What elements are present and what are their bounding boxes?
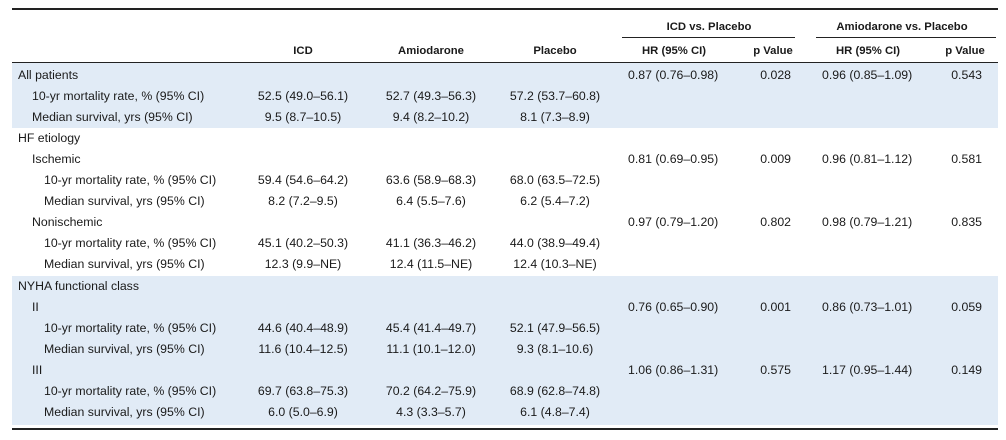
- cell-hr-icd: 0.97 (0.79–1.20): [628, 215, 719, 229]
- cell-icd: 52.5 (49.0–56.1): [257, 89, 349, 103]
- row-label: 10-yr mortality rate, % (95% CI): [44, 321, 217, 335]
- cell-icd: 9.5 (8.7–10.5): [264, 110, 342, 124]
- cell-placebo: 68.0 (63.5–72.5): [509, 173, 601, 187]
- cell-amiodarone: 41.1 (36.3–46.2): [385, 236, 477, 250]
- row-label: 10-yr mortality rate, % (95% CI): [44, 384, 217, 398]
- cell-amiodarone: 52.7 (49.3–56.3): [385, 89, 477, 103]
- column-header-hr-amio: HR (95% CI): [835, 45, 901, 57]
- cell-icd: 69.7 (63.8–75.3): [257, 384, 349, 398]
- column-header-p-amio: p Value: [945, 45, 985, 57]
- cell-amiodarone: 63.6 (58.9–68.3): [385, 173, 477, 187]
- cell-hr-amio: 0.96 (0.85–1.09): [822, 68, 913, 82]
- cell-icd: 11.6 (10.4–12.5): [258, 342, 348, 356]
- cell-hr-amio: 0.98 (0.79–1.21): [822, 215, 913, 229]
- row-label: 10-yr mortality rate, % (95% CI): [32, 89, 205, 103]
- row-label: Median survival, yrs (95% CI): [44, 342, 205, 356]
- column-header-p-icd: p Value: [753, 45, 793, 57]
- cell-hr-amio: 0.96 (0.81–1.12): [822, 152, 913, 166]
- cell-amiodarone: 45.4 (41.4–49.7): [385, 321, 477, 335]
- cell-p-icd: 0.001: [760, 300, 791, 314]
- cell-icd: 12.3 (9.9–NE): [264, 257, 342, 271]
- cell-placebo: 8.1 (7.3–8.9): [520, 110, 590, 124]
- cell-p-amio: 0.581: [951, 152, 982, 166]
- group-header-icd-vs-placebo: ICD vs. Placebo: [666, 21, 752, 33]
- cell-p-amio: 0.835: [951, 215, 982, 229]
- cell-placebo: 57.2 (53.7–60.8): [509, 89, 601, 103]
- cell-p-amio: 0.543: [951, 68, 982, 82]
- cell-hr-icd: 0.87 (0.76–0.98): [628, 68, 719, 82]
- column-header-icd: ICD: [293, 45, 313, 57]
- cell-icd: 6.0 (5.0–6.9): [268, 405, 338, 419]
- cell-p-icd: 0.028: [760, 68, 791, 82]
- cell-amiodarone: 9.4 (8.2–10.2): [392, 110, 470, 124]
- column-header-placebo: Placebo: [533, 45, 577, 57]
- column-header-amiodarone: Amiodarone: [398, 45, 464, 57]
- cell-amiodarone: 70.2 (64.2–75.9): [385, 384, 477, 398]
- cell-placebo: 9.3 (8.1–10.6): [516, 342, 594, 356]
- cell-placebo: 12.4 (10.3–NE): [513, 257, 597, 271]
- cell-placebo: 52.1 (47.9–56.5): [509, 321, 601, 335]
- cell-hr-icd: 1.06 (0.86–1.31): [628, 363, 719, 377]
- header-bottom-rule: [12, 62, 998, 63]
- cell-p-icd: 0.575: [760, 363, 791, 377]
- cell-p-icd: 0.802: [760, 215, 791, 229]
- cell-amiodarone: 11.1 (10.1–12.0): [386, 342, 476, 356]
- cell-hr-icd: 0.81 (0.69–0.95): [628, 152, 719, 166]
- icd-vs-placebo-rule: [622, 37, 795, 38]
- cell-placebo: 6.1 (4.8–7.4): [520, 405, 590, 419]
- row-label: HF etiology: [18, 131, 81, 145]
- band-all-patients: [12, 63, 998, 128]
- cell-amiodarone: 6.4 (5.5–7.6): [396, 194, 466, 208]
- row-label: Median survival, yrs (95% CI): [44, 194, 205, 208]
- cell-p-amio: 0.149: [951, 363, 982, 377]
- cell-amiodarone: 4.3 (3.3–5.7): [396, 405, 466, 419]
- table-top-rule: [12, 8, 998, 10]
- column-header-hr-icd: HR (95% CI): [641, 45, 707, 57]
- row-label: Median survival, yrs (95% CI): [44, 405, 205, 419]
- band-nyha: [12, 276, 998, 425]
- cell-amiodarone: 12.4 (11.5–NE): [389, 257, 473, 271]
- table-bottom-rule: [12, 428, 998, 430]
- row-label: Nonischemic: [32, 215, 103, 229]
- cell-hr-amio: 0.86 (0.73–1.01): [822, 300, 913, 314]
- row-label: 10-yr mortality rate, % (95% CI): [44, 236, 217, 250]
- cell-placebo: 6.2 (5.4–7.2): [520, 194, 590, 208]
- cell-icd: 8.2 (7.2–9.5): [268, 194, 338, 208]
- cell-icd: 44.6 (40.4–48.9): [257, 321, 349, 335]
- row-label: Median survival, yrs (95% CI): [32, 110, 193, 124]
- row-label: III: [32, 363, 43, 377]
- cell-hr-icd: 0.76 (0.65–0.90): [628, 300, 719, 314]
- row-label: II: [32, 300, 39, 314]
- row-label: All patients: [18, 68, 79, 82]
- row-label: Median survival, yrs (95% CI): [44, 257, 205, 271]
- row-label: Ischemic: [32, 152, 81, 166]
- cell-icd: 45.1 (40.2–50.3): [257, 236, 349, 250]
- cell-p-icd: 0.009: [760, 152, 791, 166]
- group-header-amio-vs-placebo: Amiodarone vs. Placebo: [836, 21, 968, 33]
- row-label: 10-yr mortality rate, % (95% CI): [44, 173, 217, 187]
- amio-vs-placebo-rule: [816, 37, 996, 38]
- cell-hr-amio: 1.17 (0.95–1.44): [822, 363, 913, 377]
- cell-icd: 59.4 (54.6–64.2): [257, 173, 349, 187]
- cell-placebo: 44.0 (38.9–49.4): [509, 236, 601, 250]
- cell-p-amio: 0.059: [951, 300, 982, 314]
- cell-placebo: 68.9 (62.8–74.8): [509, 384, 601, 398]
- row-label: NYHA functional class: [18, 279, 139, 293]
